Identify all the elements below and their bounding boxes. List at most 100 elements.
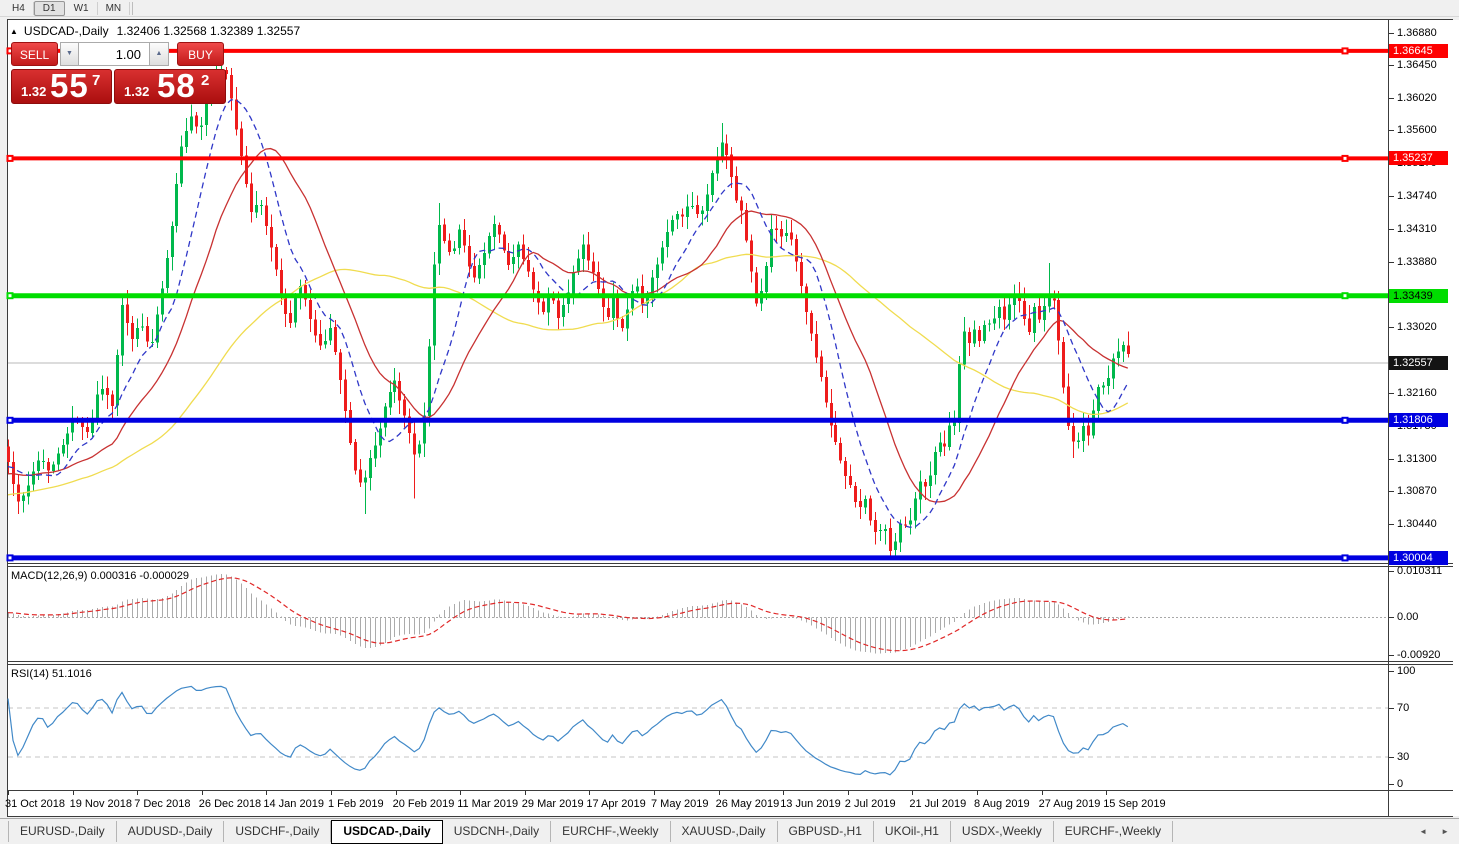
- panel-separator[interactable]: [7, 563, 1453, 564]
- window-bottom-border: [7, 816, 1453, 817]
- volume-increase-button[interactable]: ▲: [150, 42, 169, 66]
- timeframe-toolbar: H4 D1 W1 MN: [0, 0, 1459, 17]
- sell-price-prefix: 1.32: [21, 84, 47, 99]
- date-label: 15 Sep 2019: [1103, 798, 1166, 810]
- tab-eurchf-weekly[interactable]: EURCHF-,Weekly: [551, 821, 671, 842]
- ohlc-values: 1.32406 1.32568 1.32389 1.32557: [116, 24, 301, 38]
- price-tick-label: 1.35600: [1397, 124, 1437, 137]
- ma-line-mid: [7, 147, 1129, 503]
- tab-usdcnh-daily[interactable]: USDCNH-,Daily: [443, 821, 552, 842]
- date-label: 27 Aug 2019: [1038, 798, 1101, 810]
- chart-title: ▲ USDCAD-,Daily 1.32406 1.32568 1.32389 …: [10, 24, 300, 38]
- price-level-label: 1.33439: [1389, 288, 1448, 303]
- buy-button[interactable]: BUY: [177, 42, 224, 66]
- price-tick-label: 1.36020: [1397, 92, 1437, 105]
- panel-separator[interactable]: [7, 664, 1453, 665]
- rsi-tick: [1389, 670, 1394, 672]
- date-label: 7 Dec 2018: [134, 798, 191, 810]
- price-tick: [1389, 392, 1394, 394]
- date-tick: [654, 791, 655, 795]
- rsi-label: RSI(14) 51.1016: [11, 668, 92, 680]
- macd-tick: [1389, 616, 1394, 618]
- buy-price-pip: 2: [201, 72, 210, 89]
- price-tick-label: 1.32160: [1397, 386, 1437, 399]
- date-tick: [718, 791, 720, 795]
- tab-scroll-left-icon[interactable]: ◄: [1419, 827, 1428, 836]
- sell-price-big: 55: [50, 67, 89, 104]
- date-label: 21 Jul 2019: [909, 798, 967, 810]
- price-tick-label: 1.30870: [1397, 485, 1437, 498]
- date-tick: [783, 791, 785, 795]
- rsi-tick-label: 100: [1397, 664, 1416, 677]
- date-tick: [201, 791, 203, 795]
- date-label: 26 Dec 2018: [198, 798, 262, 810]
- date-tick: [8, 791, 9, 795]
- macd-signal-line: [7, 577, 1128, 652]
- price-tick: [1389, 98, 1394, 100]
- tab-ukoil-h1[interactable]: UKOil-,H1: [874, 821, 951, 842]
- horizontal-level-line[interactable]: [6, 292, 1389, 300]
- tab-audusd-daily[interactable]: AUDUSD-,Daily: [117, 821, 225, 842]
- candles-layer: [7, 54, 1130, 557]
- tab-xauusd-daily[interactable]: XAUUSD-,Daily: [671, 821, 778, 842]
- price-tick: [1389, 491, 1394, 493]
- window-top-border: [7, 19, 1453, 20]
- volume-input[interactable]: [79, 42, 150, 66]
- tab-usdx-weekly[interactable]: USDX-,Weekly: [951, 821, 1054, 842]
- rsi-tick-label: 70: [1397, 701, 1410, 714]
- date-label: 13 Jun 2019: [780, 798, 841, 810]
- price-level-label: 1.32557: [1389, 356, 1448, 370]
- rsi-tick: [1389, 756, 1394, 758]
- ma-line-fast: [7, 99, 1129, 528]
- price-axis-line: [1388, 20, 1389, 816]
- macd-histogram: [8, 574, 1129, 654]
- date-label: 26 May 2019: [715, 798, 780, 810]
- tab-gbpusd-h1[interactable]: GBPUSD-,H1: [778, 821, 874, 842]
- rsi-indicator-plot[interactable]: [0, 665, 1459, 790]
- date-tick: [395, 791, 397, 795]
- horizontal-level-line[interactable]: [6, 554, 1389, 562]
- timeframe-button-W1[interactable]: W1: [66, 1, 98, 15]
- horizontal-level-line[interactable]: [6, 47, 1389, 55]
- price-tick: [1389, 195, 1394, 197]
- tab-scroll-right-icon[interactable]: ►: [1441, 827, 1449, 836]
- date-tick: [137, 791, 139, 795]
- price-chart-plot[interactable]: [0, 20, 1459, 564]
- price-tick: [1389, 228, 1394, 230]
- timeframe-button-MN[interactable]: MN: [98, 1, 131, 15]
- macd-indicator-plot[interactable]: [0, 567, 1459, 660]
- date-tick: [524, 791, 526, 795]
- rsi-tick: [1389, 707, 1394, 709]
- date-label: 31 Oct 2018: [5, 798, 65, 810]
- date-tick: [589, 791, 591, 795]
- date-tick: [1041, 791, 1043, 795]
- toolbar-separator: [132, 1, 134, 15]
- horizontal-level-line[interactable]: [6, 416, 1389, 424]
- one-click-trading-panel: SELL ▼ ▲ BUY 1.32 55 7 1.32 58 2: [10, 42, 226, 104]
- spin-up-icon: ▲: [155, 50, 163, 57]
- tab-usdchf-daily[interactable]: USDCHF-,Daily: [224, 821, 332, 842]
- volume-decrease-button[interactable]: ▼: [60, 42, 79, 66]
- sell-button[interactable]: SELL: [11, 42, 58, 66]
- price-tick: [1389, 65, 1394, 67]
- tab-usdcad-daily[interactable]: USDCAD-,Daily: [331, 820, 443, 844]
- date-label: 17 Apr 2019: [586, 798, 646, 810]
- macd-tick: [1389, 570, 1394, 572]
- tab-eurchf-weekly[interactable]: EURCHF-,Weekly: [1054, 821, 1174, 842]
- price-tick-label: 1.36450: [1397, 59, 1437, 72]
- ma-line-slow: [7, 253, 1129, 496]
- panel-separator[interactable]: [7, 661, 1453, 662]
- sell-price-quote[interactable]: 1.32 55 7: [11, 67, 112, 104]
- date-label: 20 Feb 2019: [392, 798, 455, 810]
- horizontal-level-line[interactable]: [6, 154, 1389, 162]
- timeframe-button-D1[interactable]: D1: [33, 0, 65, 16]
- timeframe-button-H4[interactable]: H4: [4, 1, 34, 15]
- collapse-panel-icon[interactable]: ▲: [10, 26, 18, 36]
- panel-separator[interactable]: [7, 566, 1453, 567]
- buy-price-quote[interactable]: 1.32 58 2: [114, 67, 226, 104]
- sell-price-pip: 7: [92, 72, 101, 89]
- tab-eurusd-daily[interactable]: EURUSD-,Daily: [8, 821, 117, 842]
- price-tick: [1389, 327, 1394, 329]
- date-label: 29 Mar 2019: [521, 798, 584, 810]
- price-tick-label: 1.30440: [1397, 518, 1437, 531]
